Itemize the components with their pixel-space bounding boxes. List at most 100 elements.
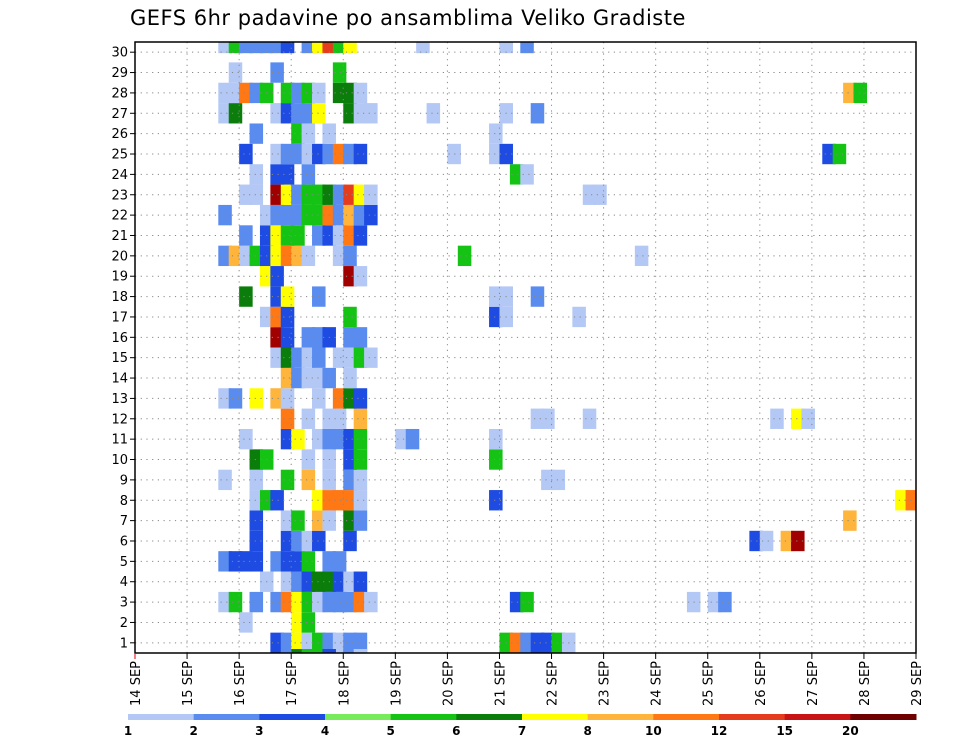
y-tick-label: 16 <box>111 331 128 346</box>
heatmap-cell <box>312 204 326 226</box>
heatmap-cell <box>228 591 243 613</box>
y-tick-label: 27 <box>111 107 128 122</box>
x-axis-ticks: 14 SEP 15 SEP 16 SEP 17 SEP 18 SEP 19 SEP 20 S… <box>129 653 925 706</box>
x-tick-label: 19 SEP <box>389 661 404 706</box>
heatmap-cell <box>301 164 316 185</box>
heatmap-cell <box>332 632 347 653</box>
heatmap-cell <box>551 469 566 491</box>
heatmap-cell <box>312 367 326 389</box>
heatmap-cell <box>343 591 357 613</box>
heatmap-cell <box>270 42 284 54</box>
heatmap-cell <box>332 490 347 511</box>
heatmap-cell <box>291 551 305 572</box>
heatmap-cell <box>301 571 316 592</box>
heatmap-cell <box>530 103 545 124</box>
heatmap-cell <box>280 286 295 307</box>
heatmap-cell <box>249 530 264 552</box>
heatmap-cell <box>301 82 316 104</box>
heatmap-cell <box>270 204 284 226</box>
heatmap-cell <box>228 388 243 409</box>
heatmap-cell <box>270 286 284 307</box>
heatmap-cell <box>343 184 357 205</box>
y-tick-label: 11 <box>111 433 128 448</box>
heatmap-cell <box>332 204 347 226</box>
heatmap-cell <box>332 184 347 205</box>
heatmap-cell <box>280 428 295 450</box>
heatmap-cell <box>239 225 253 246</box>
y-tick-label: 3 <box>120 596 128 611</box>
heatmap-cell <box>353 103 368 124</box>
heatmap-cell <box>291 82 305 104</box>
heatmap-cell <box>291 571 305 592</box>
heatmap-cell <box>343 632 357 653</box>
heatmap-cell <box>301 632 316 653</box>
heatmap-cell <box>249 42 264 54</box>
heatmap-cell <box>218 42 232 54</box>
heatmap-cell <box>239 143 253 165</box>
heatmap-cell <box>343 204 357 226</box>
heatmap-cell <box>343 225 357 246</box>
heatmap-cell <box>301 327 316 348</box>
heatmap-cell <box>780 530 795 552</box>
heatmap-cell <box>301 469 316 491</box>
heatmap-cell <box>312 388 326 409</box>
heatmap-cell <box>332 62 347 83</box>
heatmap-cell <box>843 82 857 104</box>
heatmap-cell <box>343 530 357 552</box>
y-tick-label: 22 <box>111 209 128 224</box>
heatmap-cell <box>770 408 784 429</box>
heatmap-cell <box>291 649 305 653</box>
colorbar-segment <box>128 714 195 720</box>
heatmap-cell <box>280 42 295 54</box>
heatmap-cell <box>228 103 243 124</box>
heatmap-cell <box>332 245 347 267</box>
heatmap-cell <box>249 164 264 185</box>
heatmap-cell <box>270 225 284 246</box>
heatmap-cell <box>249 82 264 104</box>
heatmap-cell <box>343 571 357 592</box>
heatmap-cell <box>301 245 316 267</box>
heatmap-cell <box>832 143 847 165</box>
heatmap-cell <box>509 591 524 613</box>
heatmap-cell <box>291 143 305 165</box>
colorbar-segment <box>719 714 786 720</box>
y-tick-label: 20 <box>111 249 128 264</box>
heatmap-cell <box>593 184 607 205</box>
heatmap-cell <box>447 143 461 165</box>
colorbar-label: 5 <box>386 724 394 738</box>
heatmap-cell <box>291 591 305 613</box>
heatmap-cell <box>791 408 805 429</box>
heatmap-cell <box>343 103 357 124</box>
heatmap-cell <box>895 490 909 511</box>
heatmap-cell <box>353 591 368 613</box>
heatmap-cell <box>291 204 305 226</box>
colorbar-segment <box>193 714 260 720</box>
colorbar-segment <box>259 714 326 720</box>
heatmap-cell <box>228 42 243 54</box>
heatmap-cell <box>270 632 284 653</box>
heatmap-cell <box>312 42 326 54</box>
heatmap-cell <box>541 408 555 429</box>
heatmap-cell <box>582 184 597 205</box>
heatmap-cell <box>291 428 305 450</box>
x-tick-label: 22 SEP <box>546 661 561 706</box>
heatmap-cell <box>301 551 316 572</box>
heatmap-cell <box>499 42 513 54</box>
heatmap-cell <box>249 551 264 572</box>
heatmap-cell <box>353 408 368 429</box>
heatmap-cell <box>718 591 732 613</box>
heatmap-cell <box>322 649 336 653</box>
colorbar-label: 3 <box>255 724 263 738</box>
heatmap-cell <box>520 591 534 613</box>
x-tick-label: 21 SEP <box>493 661 508 706</box>
y-tick-label: 25 <box>111 148 128 163</box>
heatmap-cell <box>280 184 295 205</box>
heatmap-cell <box>343 449 357 470</box>
heatmap-cell <box>353 225 368 246</box>
x-tick-label: 27 SEP <box>806 661 821 706</box>
heatmap-cell <box>343 306 357 328</box>
heatmap-cell <box>280 204 295 226</box>
heatmap-cell <box>343 82 357 104</box>
grid-lines <box>135 42 916 653</box>
